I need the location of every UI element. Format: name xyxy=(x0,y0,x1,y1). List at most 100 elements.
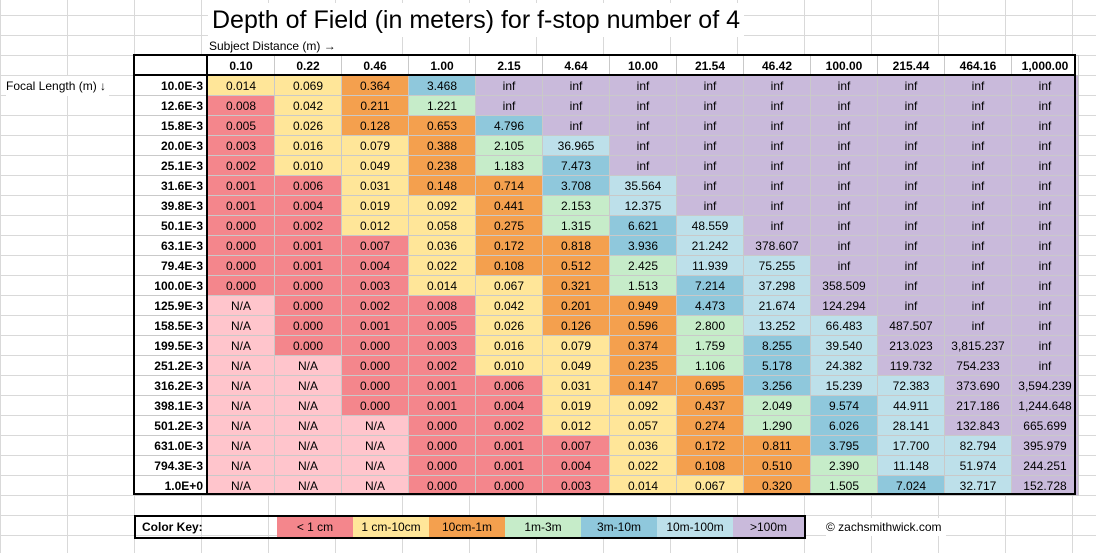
subject-distance-header: 0.10 xyxy=(207,55,275,76)
dof-value-cell: inf xyxy=(944,195,1012,216)
dof-value-cell: N/A xyxy=(207,415,275,436)
dof-value-cell: 1.759 xyxy=(676,335,744,356)
dof-value-cell: 0.010 xyxy=(475,355,543,376)
dof-value-cell: 0.510 xyxy=(743,455,811,476)
table-row: 79.4E-3 0.000 0.001 0.004 0.022 0.108 0.512 2.4… xyxy=(134,255,1079,276)
subject-distance-header: 1,000.00 xyxy=(1011,55,1079,76)
dof-value-cell: inf xyxy=(743,115,811,136)
table-row: 158.5E-3 N/A 0.000 0.001 0.005 0.026 0.126 0.59… xyxy=(134,315,1079,336)
dof-value-cell: N/A xyxy=(274,375,342,396)
dof-value-cell: inf xyxy=(676,175,744,196)
dof-value-cell: 244.251 xyxy=(1011,455,1079,476)
dof-value-cell: 0.049 xyxy=(341,155,409,176)
dof-value-cell: 487.507 xyxy=(877,315,945,336)
dof-value-cell: inf xyxy=(475,75,543,96)
dof-value-cell: 1.183 xyxy=(475,155,543,176)
dof-value-cell: inf xyxy=(676,115,744,136)
dof-value-cell: 0.007 xyxy=(341,235,409,256)
dof-value-cell: inf xyxy=(944,115,1012,136)
dof-value-cell: 1.505 xyxy=(810,475,878,496)
dof-value-cell: 395.979 xyxy=(1011,435,1079,456)
dof-value-cell: 0.000 xyxy=(274,295,342,316)
dof-value-cell: 0.275 xyxy=(475,215,543,236)
dof-value-cell: 4.796 xyxy=(475,115,543,136)
dof-value-cell: inf xyxy=(944,175,1012,196)
dof-value-cell: 0.441 xyxy=(475,195,543,216)
focal-length-cell: 398.1E-3 xyxy=(134,395,208,416)
focal-length-cell: 125.9E-3 xyxy=(134,295,208,316)
dof-value-cell: inf xyxy=(743,215,811,236)
dof-value-cell: inf xyxy=(542,95,610,116)
color-key-item: 10cm-1m xyxy=(429,516,505,538)
dof-value-cell: 3,815.237 xyxy=(944,335,1012,356)
dof-value-cell: inf xyxy=(609,95,677,116)
dof-value-cell: 11.939 xyxy=(676,255,744,276)
subject-distance-header: 46.42 xyxy=(743,55,811,76)
color-key-item: >100m xyxy=(733,516,805,538)
focal-length-cell: 20.0E-3 xyxy=(134,135,208,156)
dof-value-cell: 0.079 xyxy=(542,335,610,356)
dof-value-cell: 0.069 xyxy=(274,75,342,96)
dof-value-cell: inf xyxy=(877,75,945,96)
dof-value-cell: 2.153 xyxy=(542,195,610,216)
dof-value-cell: 3.795 xyxy=(810,435,878,456)
dof-value-cell: 0.004 xyxy=(341,255,409,276)
dof-value-cell: 0.388 xyxy=(408,135,476,156)
dof-value-cell: inf xyxy=(810,115,878,136)
dof-value-cell: 0.002 xyxy=(207,155,275,176)
dof-value-cell: N/A xyxy=(341,475,409,496)
dof-value-cell: 0.001 xyxy=(475,455,543,476)
dof-value-cell: 0.001 xyxy=(408,375,476,396)
depth-of-field-table: 0.10 0.22 0.46 1.00 2.15 4.64 10.00 21.54 46.42 1… xyxy=(134,55,1079,496)
dof-value-cell: inf xyxy=(944,155,1012,176)
dof-value-cell: 0.172 xyxy=(475,235,543,256)
dof-value-cell: 3.468 xyxy=(408,75,476,96)
dof-value-cell: inf xyxy=(877,175,945,196)
dof-value-cell: inf xyxy=(877,215,945,236)
dof-value-cell: 7.473 xyxy=(542,155,610,176)
dof-value-cell: 0.374 xyxy=(609,335,677,356)
color-key-item: 1m-3m xyxy=(505,516,581,538)
dof-value-cell: inf xyxy=(743,75,811,96)
dof-value-cell: 0.022 xyxy=(408,255,476,276)
dof-value-cell: 21.242 xyxy=(676,235,744,256)
dof-value-cell: 21.674 xyxy=(743,295,811,316)
focal-length-cell: 100.0E-3 xyxy=(134,275,208,296)
dof-value-cell: inf xyxy=(877,255,945,276)
dof-value-cell: 0.000 xyxy=(341,335,409,356)
dof-value-cell: inf xyxy=(743,95,811,116)
dof-value-cell: inf xyxy=(676,195,744,216)
dof-value-cell: inf xyxy=(877,295,945,316)
dof-value-cell: 9.574 xyxy=(810,395,878,416)
dof-value-cell: 1,244.648 xyxy=(1011,395,1079,416)
dof-value-cell: 0.005 xyxy=(408,315,476,336)
dof-value-cell: 48.559 xyxy=(676,215,744,236)
dof-value-cell: 0.058 xyxy=(408,215,476,236)
dof-value-cell: inf xyxy=(1011,95,1079,116)
dof-value-cell: inf xyxy=(944,235,1012,256)
dof-value-cell: N/A xyxy=(207,455,275,476)
dof-value-cell: inf xyxy=(475,95,543,116)
dof-value-cell: 1.315 xyxy=(542,215,610,236)
table-row: 15.8E-3 0.005 0.026 0.128 0.653 4.796 inf inf in… xyxy=(134,115,1079,136)
dof-value-cell: 4.473 xyxy=(676,295,744,316)
dof-value-cell: inf xyxy=(743,175,811,196)
dof-value-cell: N/A xyxy=(341,455,409,476)
dof-value-cell: inf xyxy=(542,115,610,136)
corner-cell xyxy=(134,55,208,76)
dof-value-cell: 3.256 xyxy=(743,375,811,396)
dof-value-cell: 0.067 xyxy=(676,475,744,496)
dof-value-cell: 0.653 xyxy=(408,115,476,136)
dof-value-cell: inf xyxy=(743,155,811,176)
dof-value-cell: 0.049 xyxy=(542,355,610,376)
dof-value-cell: 11.148 xyxy=(877,455,945,476)
dof-value-cell: 1.106 xyxy=(676,355,744,376)
dof-value-cell: 0.067 xyxy=(475,275,543,296)
dof-value-cell: 2.105 xyxy=(475,135,543,156)
dof-value-cell: inf xyxy=(944,75,1012,96)
dof-value-cell: 0.000 xyxy=(475,475,543,496)
dof-value-cell: N/A xyxy=(207,315,275,336)
dof-value-cell: 665.699 xyxy=(1011,415,1079,436)
dof-value-cell: 0.364 xyxy=(341,75,409,96)
dof-value-cell: 0.512 xyxy=(542,255,610,276)
